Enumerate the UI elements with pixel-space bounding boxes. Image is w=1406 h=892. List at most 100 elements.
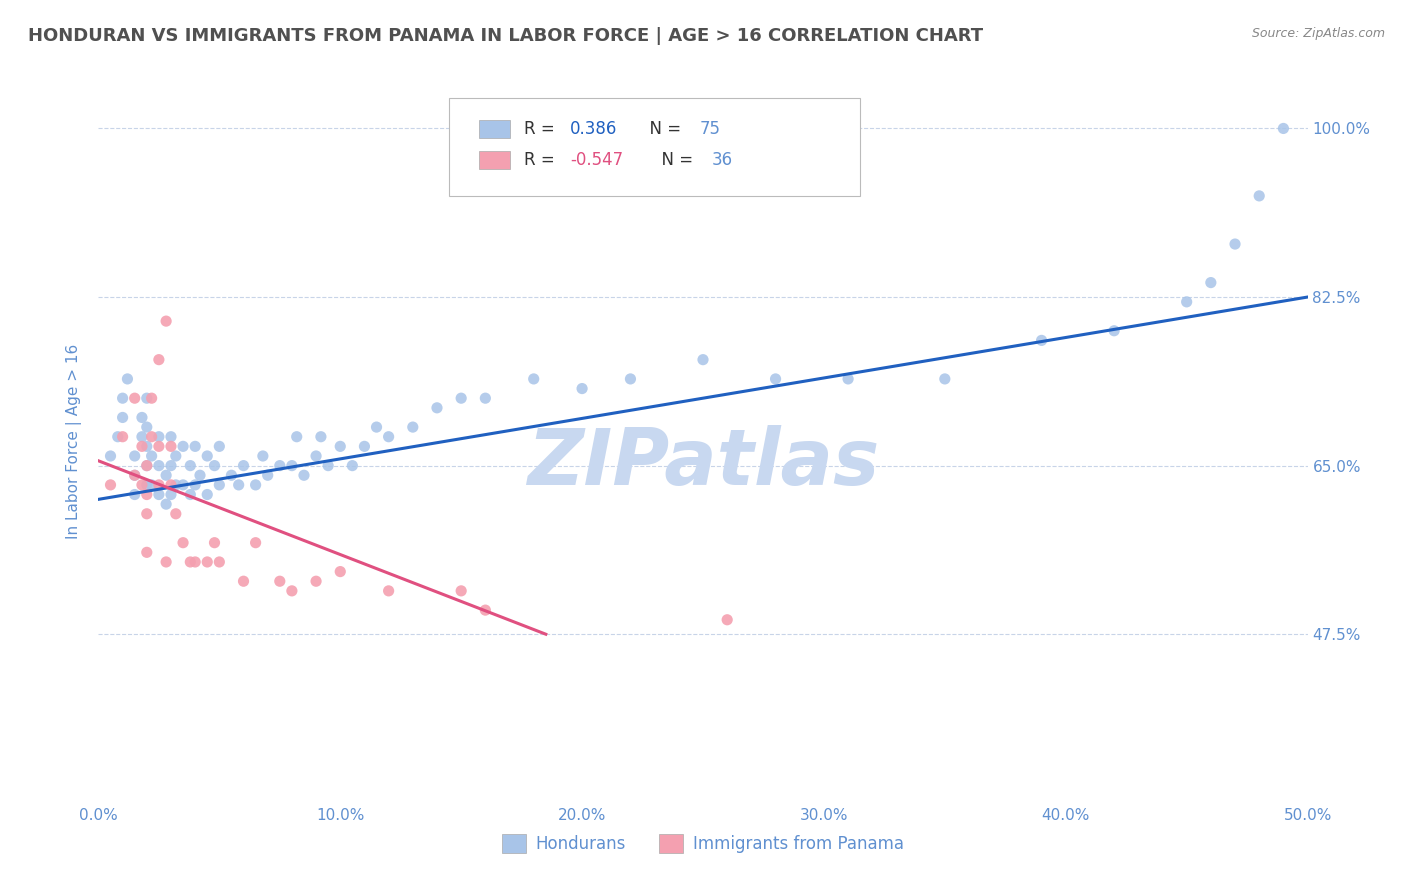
Point [107,430,129,444]
Point [208,555,231,569]
Point [135,420,157,434]
Point [131,439,153,453]
Point [135,545,157,559]
Point [1223,237,1246,252]
Point [474,603,496,617]
Point [269,458,291,473]
Point [131,478,153,492]
Point [111,391,134,405]
Point [377,583,399,598]
Point [450,583,472,598]
Point [165,478,187,492]
Point [160,478,183,492]
Point [124,391,146,405]
Point [179,487,201,501]
Text: R =: R = [524,151,560,169]
Point [148,430,170,444]
Point [366,420,388,434]
Point [281,458,304,473]
Point [184,439,207,453]
Point [141,391,163,405]
Point [135,458,157,473]
Point [172,439,194,453]
Point [1102,324,1125,338]
Point [160,458,183,473]
Point [155,314,177,328]
Point [111,410,134,425]
Point [342,458,364,473]
Point [172,478,194,492]
Point [256,468,278,483]
Point [100,449,122,463]
Point [232,574,254,589]
Bar [479,151,509,169]
Text: R =: R = [524,120,560,137]
Point [148,487,170,501]
Point [316,458,339,473]
Point [292,468,315,483]
Point [184,555,207,569]
Text: N =: N = [638,120,686,137]
Point [131,410,153,425]
Point [111,430,134,444]
Point [184,478,207,492]
Point [155,497,177,511]
Point [571,382,593,396]
Point [155,468,177,483]
Point [124,468,146,483]
Point [124,468,146,483]
Point [124,487,146,501]
Point [195,487,218,501]
Point [285,430,308,444]
Point [135,458,157,473]
Point [135,478,157,492]
Point [179,458,201,473]
Point [131,430,153,444]
Point [135,507,157,521]
Point [117,372,139,386]
Point [148,458,170,473]
Point [305,574,328,589]
Point [141,478,163,492]
Point [1199,276,1222,290]
Point [179,555,201,569]
Text: ZIPatlas: ZIPatlas [527,425,879,501]
Point [245,535,267,549]
Point [165,449,187,463]
Legend: Hondurans, Immigrants from Panama: Hondurans, Immigrants from Panama [496,827,910,860]
Point [100,478,122,492]
Point [309,430,332,444]
Point [426,401,449,415]
Point [160,439,183,453]
Point [1272,121,1295,136]
Text: 0.386: 0.386 [569,120,617,137]
Point [208,439,231,453]
Point [329,565,352,579]
Point [188,468,211,483]
Bar [479,120,509,137]
Point [148,478,170,492]
Text: N =: N = [651,151,699,169]
Text: Source: ZipAtlas.com: Source: ZipAtlas.com [1251,27,1385,40]
Point [353,439,375,453]
Point [305,449,328,463]
Y-axis label: In Labor Force | Age > 16: In Labor Force | Age > 16 [66,344,83,539]
Point [172,535,194,549]
Point [934,372,956,386]
Point [474,391,496,405]
Point [135,439,157,453]
Point [160,430,183,444]
Point [141,449,163,463]
Point [141,430,163,444]
Point [208,478,231,492]
Text: -0.547: -0.547 [569,151,623,169]
Point [221,468,243,483]
Point [148,439,170,453]
Point [450,391,472,405]
Point [269,574,291,589]
Point [619,372,641,386]
Point [204,458,226,473]
Point [204,535,226,549]
Point [1031,334,1053,348]
Point [692,352,714,367]
